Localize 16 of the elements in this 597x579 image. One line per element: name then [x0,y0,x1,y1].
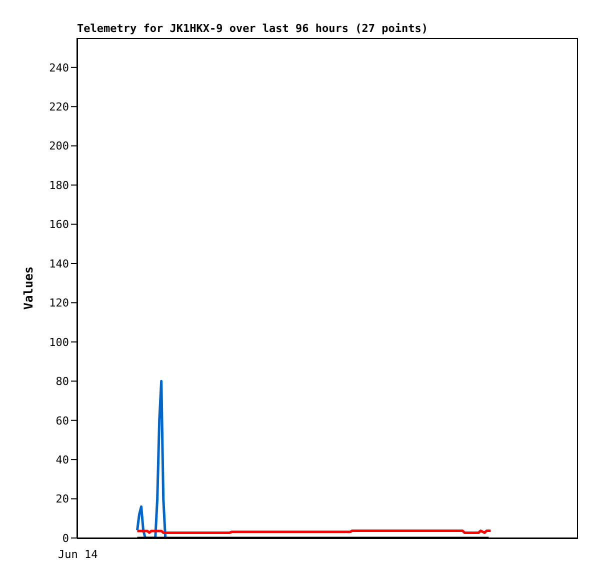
y-tick-label: 220 [49,100,69,114]
y-tick-label: 60 [56,414,69,428]
y-tick-label: 100 [49,336,69,349]
chart-title: Telemetry for JK1HKX-9 over last 96 hours (27 points) [77,22,428,35]
y-axis-title: Values [21,266,36,310]
text: Jun 14 [58,548,98,561]
y-tick-label: 160 [49,218,69,232]
y-tick-label: 140 [49,257,69,270]
y-tick-label: 120 [49,296,69,310]
y-tick-label: 240 [49,61,69,74]
y-tick-label: 40 [56,453,69,466]
y-tick-label: 20 [56,492,69,506]
y-tick-label: 0 [62,532,69,545]
y-tick-label: 80 [56,375,69,388]
y-tick-label: 200 [49,140,69,153]
y-tick-label: 180 [49,178,69,192]
